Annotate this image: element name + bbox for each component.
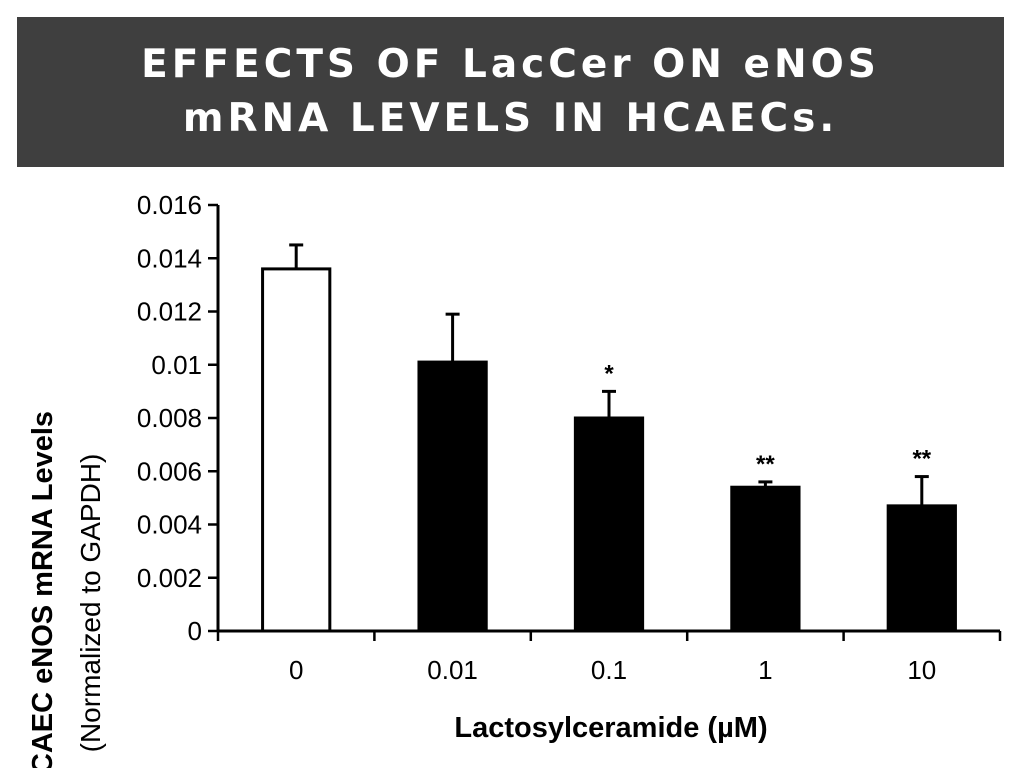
y-tick-label: 0 — [188, 616, 202, 646]
bar — [417, 360, 488, 633]
x-axis: 0 0.01 0.1 1 10 — [216, 629, 1002, 685]
x-tick-label: 10 — [907, 655, 936, 685]
y-axis-sublabel: (Normalized to GAPDH) — [75, 454, 106, 753]
y-tick-label: 0.004 — [137, 510, 202, 540]
significance-label: ** — [756, 451, 775, 478]
y-tick-label: 0.006 — [137, 456, 202, 486]
y-tick-label: 0.014 — [137, 243, 202, 273]
bars: *** ** — [261, 243, 957, 633]
x-tick-label: 0 — [289, 655, 303, 685]
significance-label: ** — [912, 446, 931, 473]
y-axis: 0 0.002 0.004 0.006 0.008 0.01 0.012 0.014 0.016 — [137, 190, 220, 646]
x-tick-label: 0.01 — [427, 655, 478, 685]
y-tick-label: 0.01 — [151, 350, 202, 380]
significance-label: * — [604, 360, 614, 387]
bar — [886, 504, 957, 633]
bar — [573, 416, 645, 633]
x-tick-label: 0.1 — [591, 655, 627, 685]
y-tick-label: 0.016 — [137, 190, 202, 220]
x-axis-label: Lactosylceramide (µM) — [454, 712, 767, 744]
y-tick-label: 0.002 — [137, 563, 202, 593]
title-banner: EFFECTS OF LacCer ON eNOS mRNA LEVELS IN… — [17, 17, 1004, 167]
bar-chart: 0 0.002 0.004 0.006 0.008 0.01 0.012 0.014 0.016… — [27, 190, 1002, 773]
slide-title: EFFECTS OF LacCer ON eNOS mRNA LEVELS IN… — [141, 42, 880, 141]
y-axis-label: HCAEC eNOS mRNA Levels — [27, 411, 59, 768]
chart-container: 0 0.002 0.004 0.006 0.008 0.01 0.012 0.014 0.016… — [0, 170, 1024, 773]
bar — [730, 485, 801, 633]
y-tick-label: 0.008 — [137, 403, 202, 433]
bar — [261, 267, 332, 633]
y-tick-label: 0.012 — [137, 297, 202, 327]
x-tick-label: 1 — [758, 655, 772, 685]
